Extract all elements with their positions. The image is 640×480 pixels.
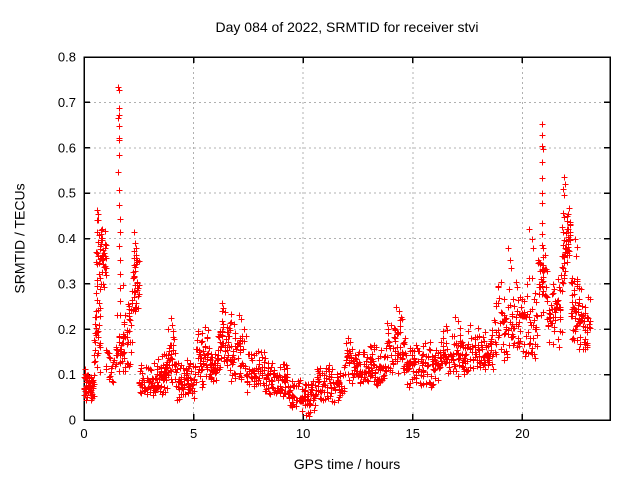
y-tick-label: 0.3 <box>58 276 76 291</box>
y-tick-label: 0.7 <box>58 95 76 110</box>
y-tick-label: 0 <box>69 413 76 428</box>
x-tick-label: 15 <box>406 426 420 441</box>
scatter-series-srmtid <box>81 84 594 420</box>
x-axis-label: GPS time / hours <box>293 456 401 472</box>
chart-title: Day 084 of 2022, SRMTID for receiver stv… <box>215 19 479 35</box>
y-tick-label: 0.6 <box>58 140 76 155</box>
x-tick-label: 5 <box>190 426 197 441</box>
x-tick-label: 10 <box>296 426 310 441</box>
y-tick-label: 0.8 <box>58 50 76 65</box>
axes-frame <box>83 56 611 421</box>
x-tick-label: 0 <box>80 426 87 441</box>
tick-labels: 0 5 10 15 20 0 0.1 0.2 0.3 0.4 0.5 0.6 0.7 0.8 <box>58 50 530 442</box>
y-axis-label: SRMTID / TECUs <box>11 183 28 294</box>
x-tick-label: 20 <box>515 426 529 441</box>
y-tick-label: 0.4 <box>58 231 76 246</box>
y-tick-label: 0.5 <box>58 186 76 201</box>
y-tick-label: 0.2 <box>58 322 76 337</box>
y-tick-label: 0.1 <box>58 367 76 382</box>
gridlines <box>84 57 610 420</box>
